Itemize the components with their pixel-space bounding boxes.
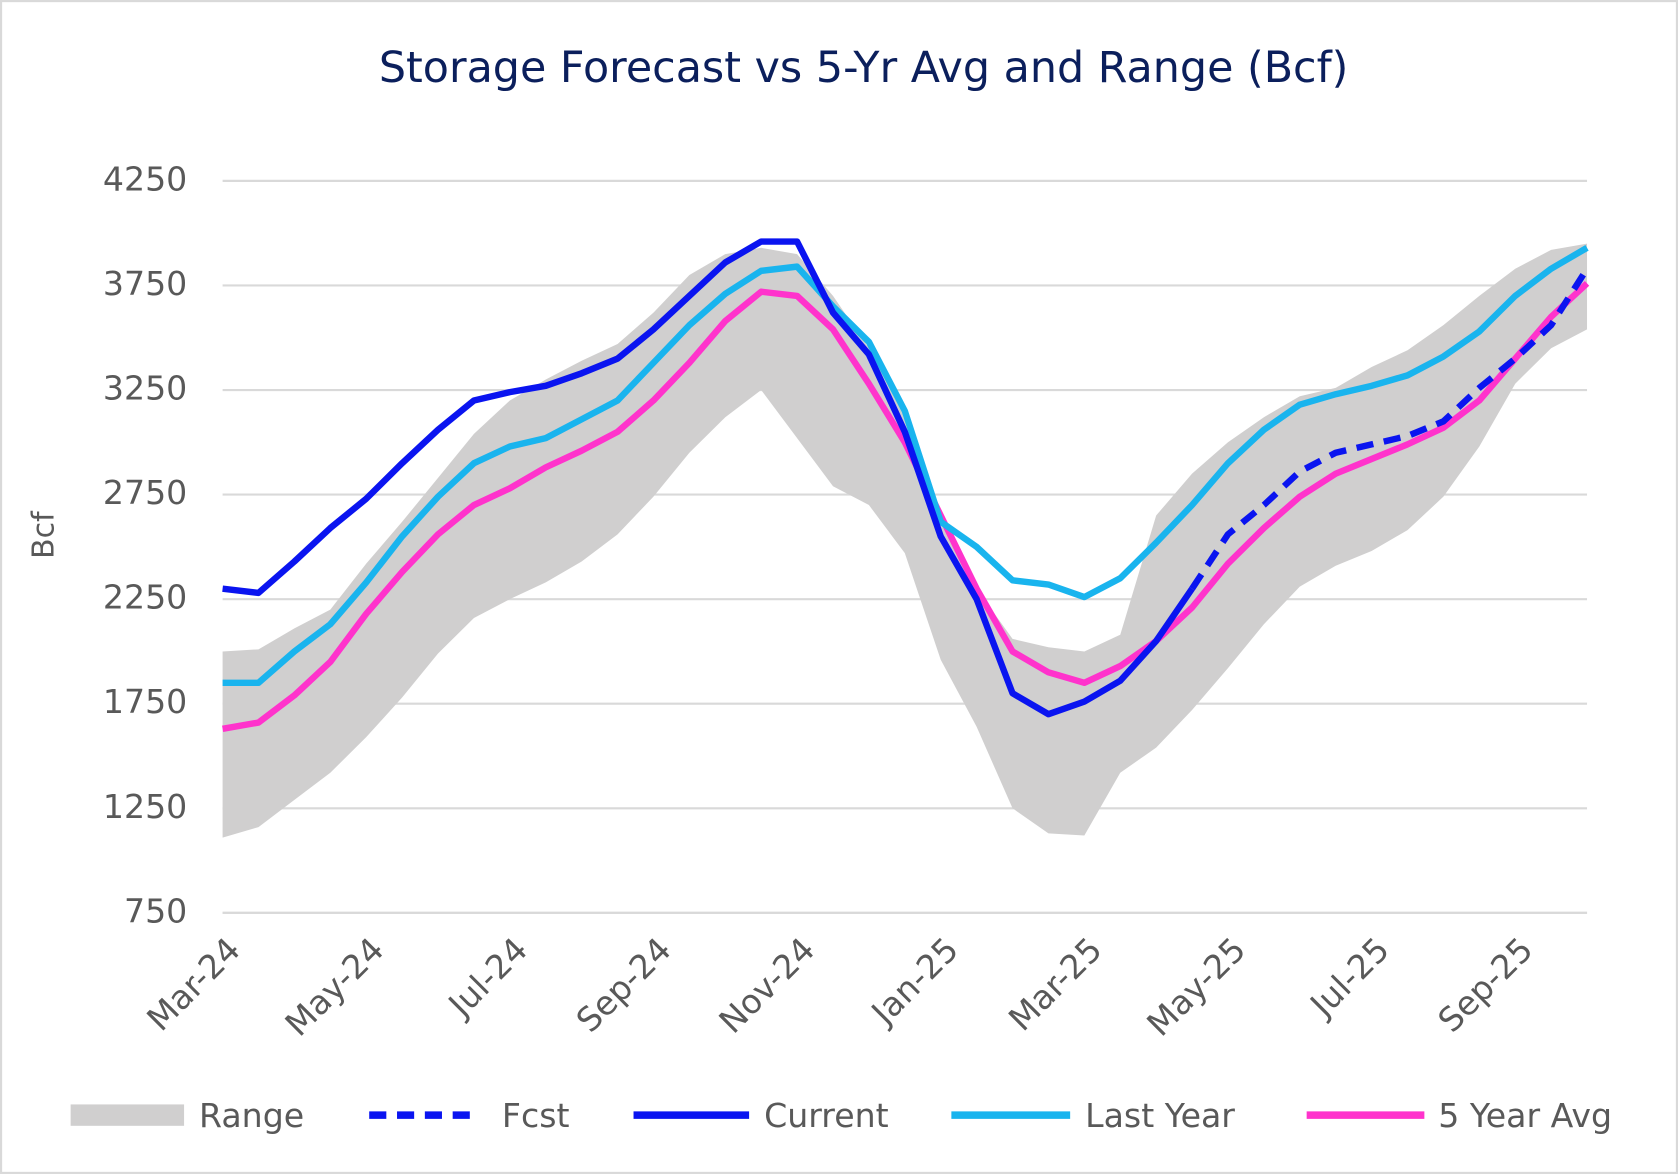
legend-label: Current (764, 1096, 889, 1135)
y-tick-label: 1250 (103, 787, 187, 826)
range-area (222, 243, 1588, 838)
y-axis-label: Bcf (26, 510, 61, 559)
y-tick-label: 2250 (103, 578, 187, 617)
series-line (222, 238, 1195, 718)
y-tick-label: 3250 (103, 369, 187, 408)
series-line (222, 245, 1589, 687)
legend-swatch (70, 1104, 185, 1126)
chart-title: Storage Forecast vs 5-Yr Avg and Range (… (379, 43, 1349, 93)
y-tick-label: 3750 (103, 264, 187, 303)
y-tick-label: 750 (124, 891, 187, 930)
legend-label: Range (199, 1096, 304, 1135)
legend-label: Fcst (502, 1096, 570, 1135)
legend-label: Last Year (1085, 1096, 1235, 1135)
series-line (1189, 266, 1590, 591)
series-line (222, 281, 1590, 732)
y-tick-label: 1750 (103, 682, 187, 721)
legend-label: 5 Year Avg (1438, 1096, 1612, 1135)
y-tick-label: 2750 (103, 473, 187, 512)
y-tick-label: 4250 (103, 159, 187, 198)
